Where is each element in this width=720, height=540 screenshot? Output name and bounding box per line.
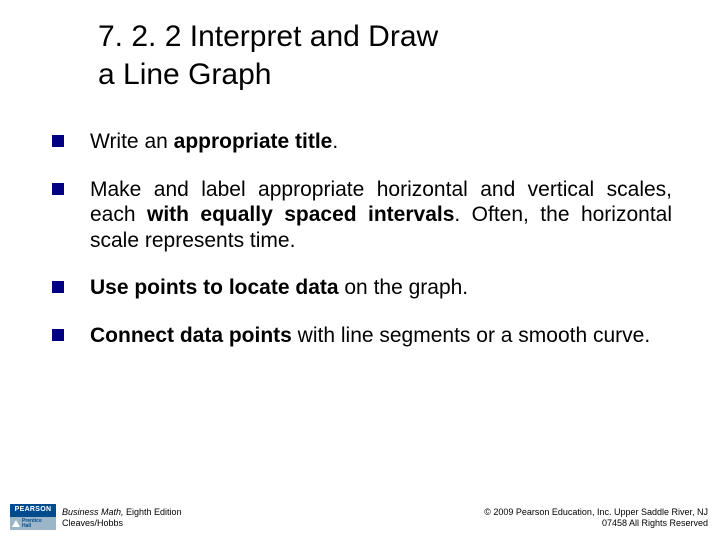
logo-imprint-text: Prentice Hall [22, 519, 42, 529]
book-authors: Cleaves/Hobbs [62, 518, 182, 529]
bullet-item: Use points to locate data on the graph. [50, 275, 672, 301]
bullet-text-pre: Write an [90, 130, 174, 153]
slide-footer: PEARSON Prentice Hall Business Math, Eig… [0, 504, 720, 530]
bullet-text-bold: Connect data points [90, 324, 292, 347]
copyright-line-1: © 2009 Pearson Education, Inc. Upper Sad… [484, 507, 708, 518]
logo-imprint: Prentice Hall [10, 517, 56, 530]
slide-title: 7. 2. 2 Interpret and Draw a Line Graph [98, 18, 672, 93]
bullet-text-post: with line segments or a smooth curve. [292, 324, 650, 347]
bullet-list: Write an appropriate title. Make and lab… [48, 129, 672, 349]
triangle-icon [12, 520, 20, 527]
pearson-logo: PEARSON Prentice Hall [10, 504, 56, 530]
bullet-text-post: on the graph. [339, 276, 469, 299]
slide-container: 7. 2. 2 Interpret and Draw a Line Graph … [0, 0, 720, 540]
logo-brand-text: PEARSON [10, 504, 56, 517]
bullet-item: Connect data points with line segments o… [50, 323, 672, 349]
footer-left: PEARSON Prentice Hall Business Math, Eig… [10, 504, 182, 530]
bullet-item: Write an appropriate title. [50, 129, 672, 155]
bullet-text-bold: appropriate title [174, 130, 333, 153]
logo-sub-2: Hall [22, 523, 31, 529]
book-edition: Eighth Edition [124, 507, 182, 517]
footer-copyright: © 2009 Pearson Education, Inc. Upper Sad… [484, 507, 708, 531]
copyright-line-2: 07458 All Rights Reserved [484, 518, 708, 529]
title-line-2: a Line Graph [98, 58, 271, 91]
book-line: Business Math, Eighth Edition [62, 507, 182, 518]
bullet-item: Make and label appropriate horizontal an… [50, 177, 672, 254]
book-title: Business Math, [62, 507, 124, 517]
title-line-1: 7. 2. 2 Interpret and Draw [98, 20, 438, 53]
bullet-text-bold: Use points to locate data [90, 276, 339, 299]
footer-book-info: Business Math, Eighth Edition Cleaves/Ho… [62, 507, 182, 531]
bullet-text-bold: with equally spaced intervals [147, 203, 454, 226]
bullet-text-post: . [332, 130, 338, 153]
